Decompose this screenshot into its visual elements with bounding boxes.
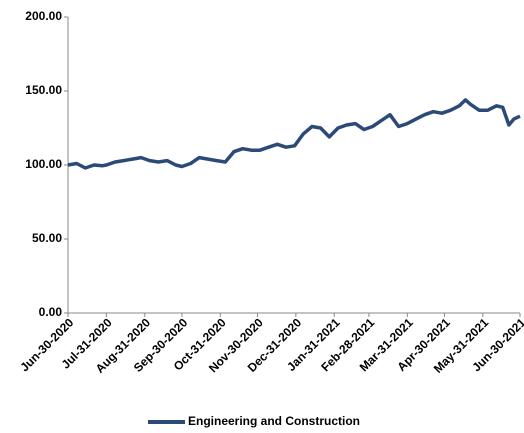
- legend-label: Engineering and Construction: [188, 414, 360, 428]
- y-tick-label: 50.00: [32, 231, 62, 245]
- y-tick-label: 100.00: [25, 157, 62, 171]
- y-tick-label: 150.00: [25, 83, 62, 97]
- line: [67, 98, 521, 170]
- y-tick-label: 200.00: [25, 9, 62, 23]
- y-tick-label: 0.00: [39, 305, 63, 319]
